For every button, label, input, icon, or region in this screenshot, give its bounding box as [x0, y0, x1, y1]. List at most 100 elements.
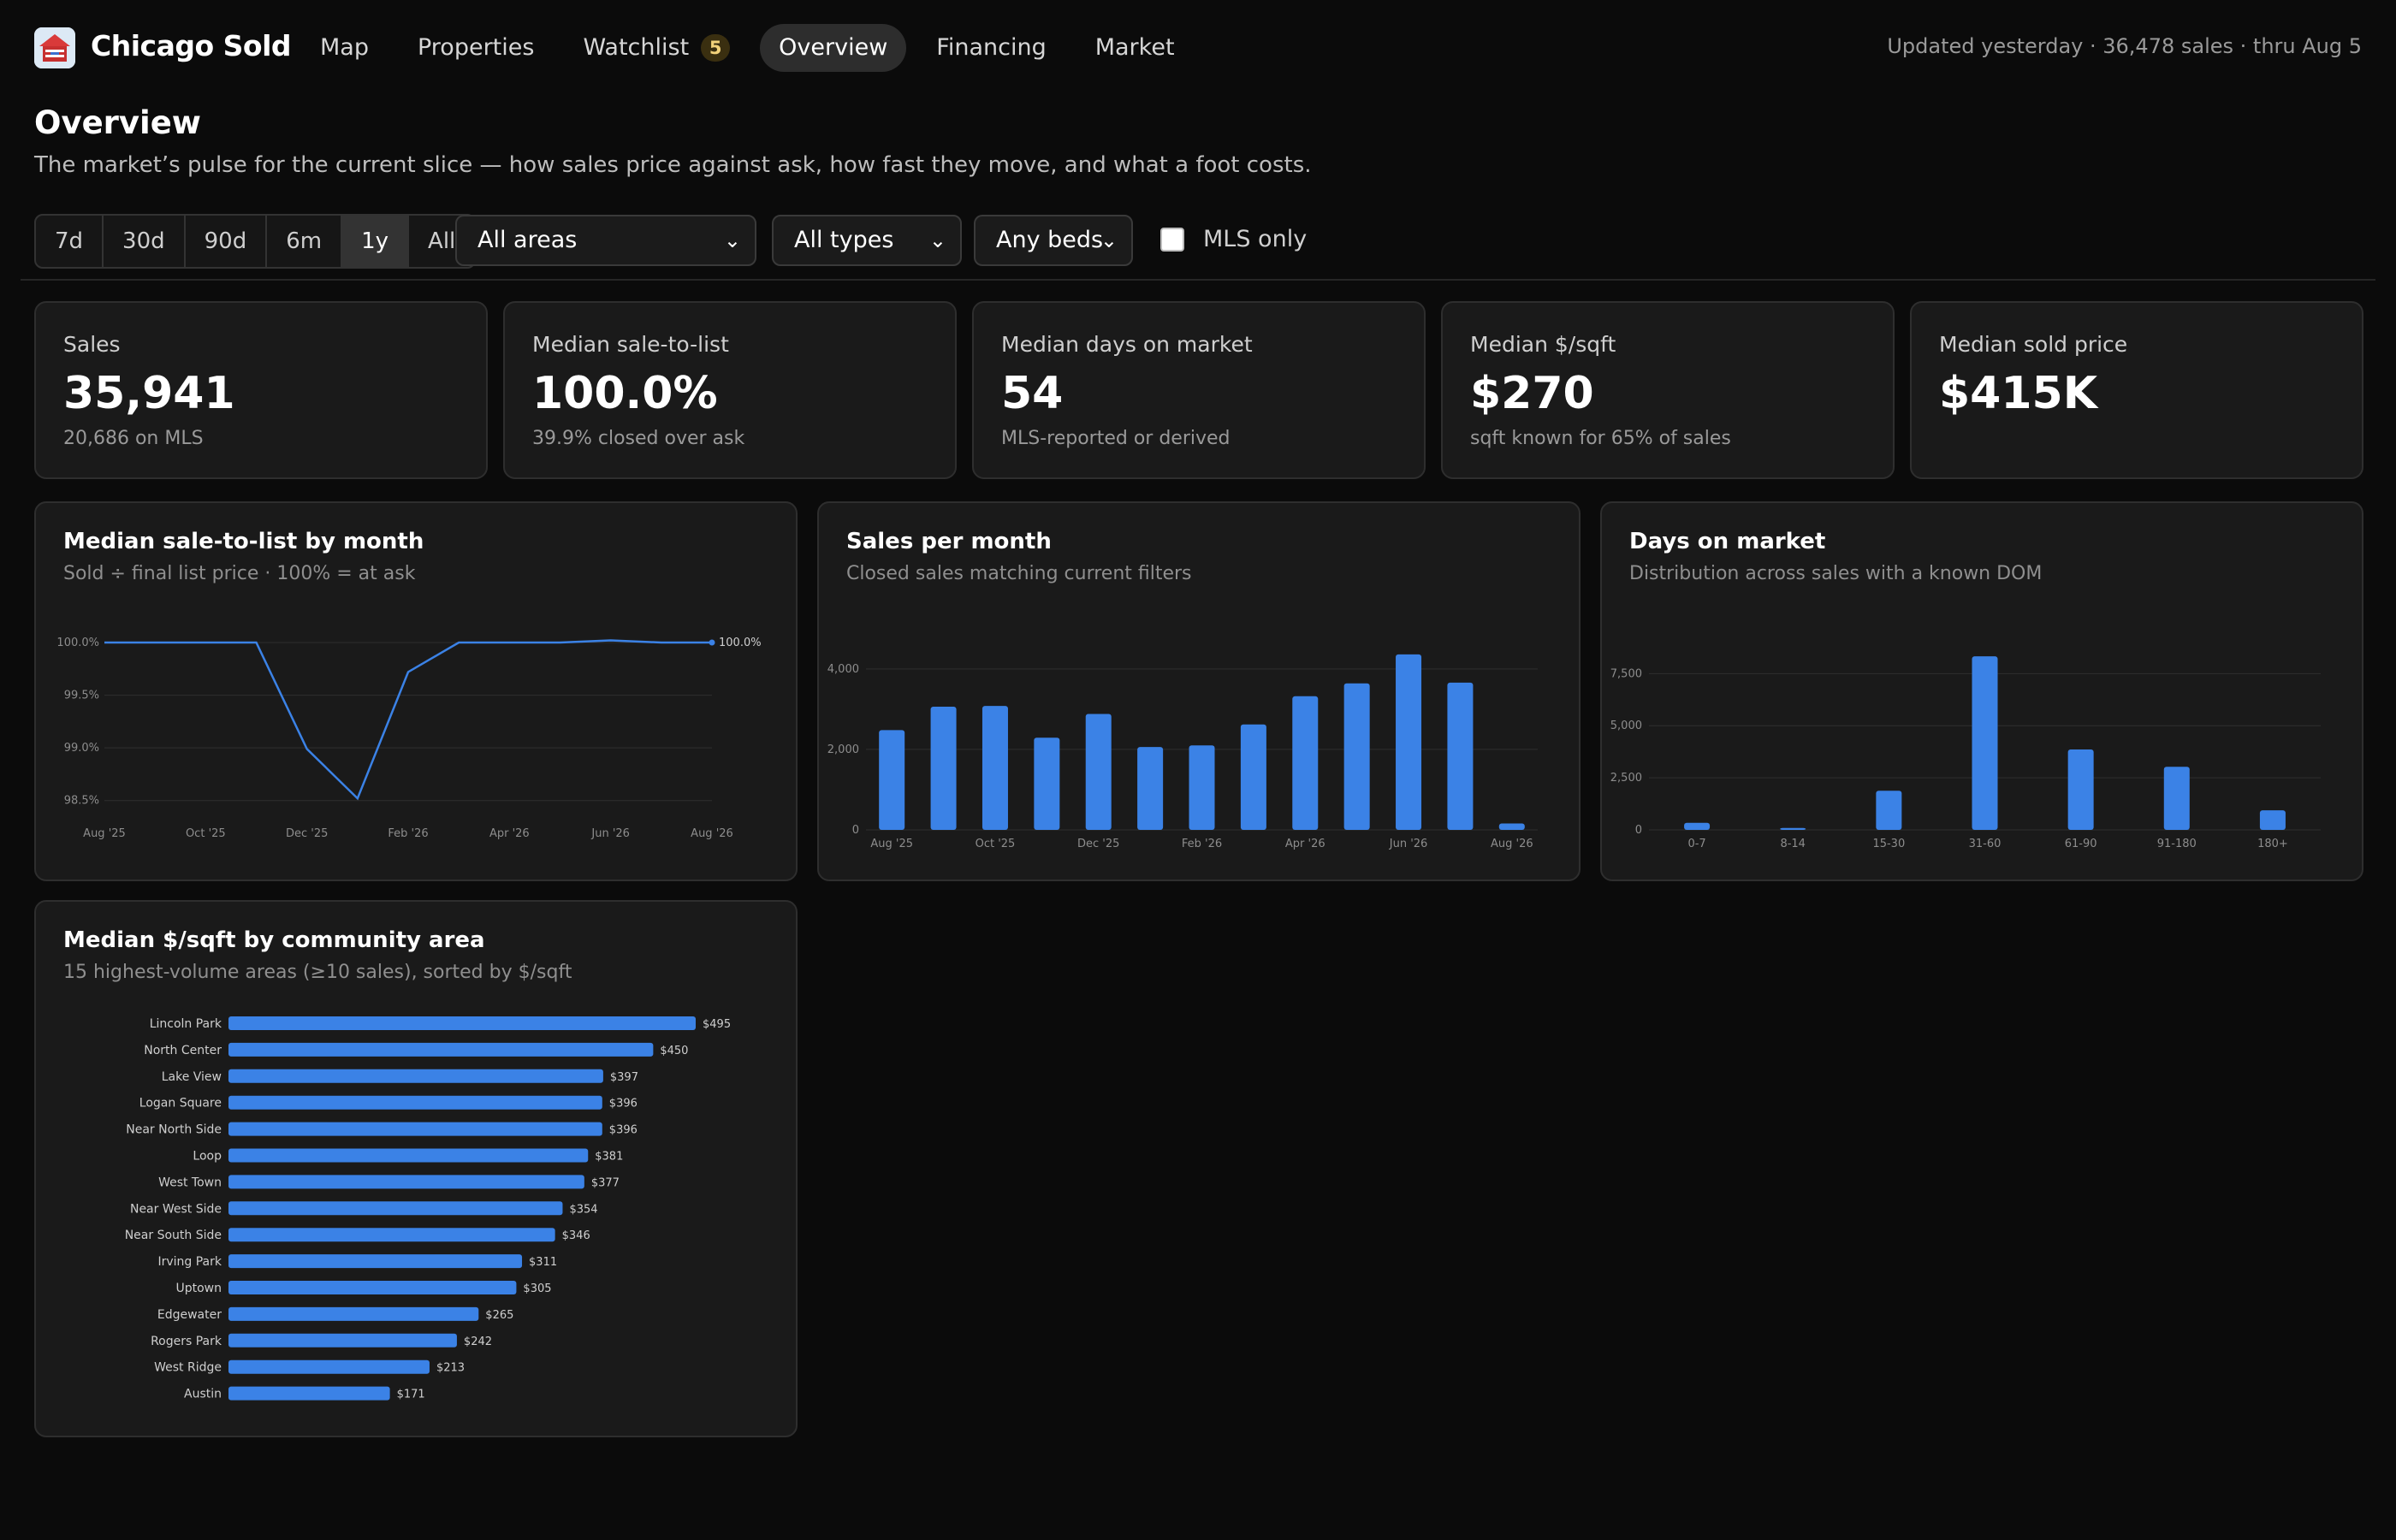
value-label: $495 — [703, 1018, 731, 1031]
kpi-card-price-per-sqft: Median $/sqft $270 sqft known for 65% of… — [1441, 301, 1895, 479]
kpi-label: Sales — [63, 332, 121, 357]
value-label: $242 — [464, 1336, 492, 1348]
y-tick-label: 0 — [1635, 824, 1642, 837]
bar — [228, 1122, 602, 1136]
area-select-value: All areas — [477, 227, 578, 253]
kpi-value: $270 — [1470, 368, 1594, 419]
category-label: Edgewater — [157, 1308, 222, 1322]
x-tick-label: Aug '25 — [83, 827, 126, 840]
last-value-label: 100.0% — [719, 637, 762, 649]
nav-watchlist[interactable]: Watchlist 5 — [564, 24, 749, 72]
kpi-value: 100.0% — [532, 368, 718, 419]
range-6m-button[interactable]: 6m — [267, 216, 343, 267]
bar — [982, 706, 1008, 830]
bar — [228, 1306, 479, 1321]
bar — [1137, 747, 1164, 830]
mls-only-checkbox[interactable] — [1160, 227, 1184, 252]
category-label: Lake View — [162, 1070, 222, 1084]
chart-title: Median $/sqft by community area — [63, 927, 485, 953]
y-tick-label: 2,500 — [1610, 772, 1642, 785]
value-label: $311 — [529, 1256, 557, 1269]
category-label: Loop — [193, 1150, 222, 1164]
y-tick-label: 2,000 — [827, 743, 859, 756]
bar — [228, 1095, 602, 1110]
bar — [2259, 810, 2286, 830]
mls-only-label: MLS only — [1203, 226, 1308, 252]
value-label: $354 — [569, 1203, 597, 1216]
chart-title: Median sale-to-list by month — [63, 529, 424, 554]
range-1y-button[interactable]: 1y — [342, 216, 410, 267]
range-90d-button[interactable]: 90d — [186, 216, 268, 267]
bar — [2067, 749, 2094, 830]
x-tick-label: Feb '26 — [388, 827, 428, 840]
beds-select[interactable]: Any beds ⌄ — [974, 215, 1133, 266]
bar — [1498, 823, 1525, 830]
chart-subtitle: Sold ÷ final list price · 100% = at ask — [63, 563, 416, 584]
kpi-label: Median sale-to-list — [532, 332, 729, 357]
kpi-label: Median days on market — [1001, 332, 1253, 357]
bar — [228, 1148, 589, 1163]
days-on-market-chart-card: Days on market Distribution across sales… — [1600, 501, 2363, 881]
app-title[interactable]: Chicago Sold — [91, 29, 292, 62]
bar — [228, 1359, 430, 1374]
chevron-down-icon: ⌄ — [1100, 228, 1118, 252]
x-tick-label: Dec '25 — [1077, 838, 1119, 850]
chart-title: Days on market — [1629, 529, 1826, 554]
range-all-button[interactable]: All — [428, 228, 456, 254]
range-30d-button[interactable]: 30d — [104, 216, 186, 267]
y-tick-label: 98.5% — [64, 795, 99, 808]
range-7d-button[interactable]: 7d — [36, 216, 104, 267]
filter-divider — [21, 279, 2375, 281]
price-per-sqft-bar-chart: Lincoln Park $495 North Center $450 Lake Vie… — [125, 1016, 731, 1401]
bar — [930, 707, 957, 830]
chevron-down-icon: ⌄ — [723, 228, 741, 252]
nav-overview[interactable]: Overview — [760, 24, 907, 72]
sales-per-month-chart-card: Sales per month Closed sales matching cu… — [817, 501, 1581, 881]
y-tick-label: 4,000 — [827, 663, 859, 676]
type-select[interactable]: All types ⌄ — [772, 215, 962, 266]
x-tick-label: Jun '26 — [1389, 838, 1428, 850]
kpi-label: Median sold price — [1939, 332, 2128, 357]
x-tick-label: Apr '26 — [1285, 838, 1326, 850]
nav-market[interactable]: Market — [1094, 34, 1175, 61]
area-select[interactable]: All areas ⌄ — [455, 215, 756, 266]
house-logo-graphic — [34, 27, 75, 68]
nav-financing[interactable]: Financing — [936, 34, 1047, 61]
nav-properties[interactable]: Properties — [417, 34, 535, 61]
value-label: $397 — [610, 1071, 638, 1084]
kpi-sub: sqft known for 65% of sales — [1470, 428, 1731, 449]
nav-map[interactable]: Map — [320, 34, 369, 61]
series-line — [104, 639, 712, 801]
bar — [1240, 724, 1266, 830]
bar — [1292, 696, 1319, 830]
value-label: $377 — [591, 1176, 620, 1189]
x-tick-label: Aug '26 — [1491, 838, 1533, 850]
kpi-sub: MLS-reported or derived — [1001, 428, 1231, 449]
category-label: Irving Park — [157, 1255, 222, 1269]
x-tick-label: Aug '26 — [691, 827, 733, 840]
bar — [228, 1228, 555, 1242]
category-label: Uptown — [175, 1282, 222, 1295]
x-tick-label: Jun '26 — [590, 827, 630, 840]
sale-to-list-chart-card: Median sale-to-list by month Sold ÷ fina… — [34, 501, 798, 881]
value-label: $396 — [609, 1098, 638, 1111]
watchlist-count-badge: 5 — [701, 34, 731, 62]
value-label: $346 — [562, 1229, 590, 1242]
x-tick-label: Oct '25 — [976, 838, 1016, 850]
x-tick-label: 31-60 — [1969, 838, 2002, 850]
bar — [228, 1333, 457, 1348]
chart-subtitle: Distribution across sales with a known D… — [1629, 563, 2043, 584]
category-label: Austin — [184, 1388, 222, 1401]
house-logo-icon[interactable] — [34, 27, 75, 68]
y-tick-label: 99.0% — [64, 742, 99, 755]
category-label: Rogers Park — [151, 1335, 222, 1348]
value-label: $381 — [595, 1151, 623, 1164]
days-on-market-bar-chart: 7,500 5,000 2,500 0 0-7 8-14 15-30 31-60 61-90 91… — [1610, 656, 2321, 850]
value-label: $396 — [609, 1124, 638, 1137]
bar — [1684, 822, 1711, 830]
mls-only-toggle[interactable]: MLS only — [1160, 226, 1307, 252]
bar — [228, 1281, 517, 1294]
bar — [1034, 737, 1060, 830]
x-tick-label: Dec '25 — [286, 827, 328, 840]
kpi-card-sale-to-list: Median sale-to-list 100.0% 39.9% closed … — [503, 301, 957, 479]
